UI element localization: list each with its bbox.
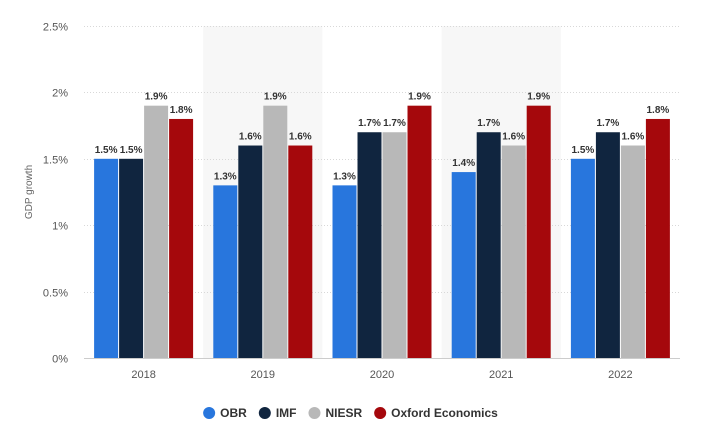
x-tick-label: 2022 [608,369,632,381]
x-tick-label: 2018 [131,369,155,381]
legend-marker-icon [374,407,387,419]
data-label: 1.9% [145,92,168,103]
data-label: 1.6% [289,132,312,143]
data-label: 1.3% [333,171,356,182]
x-tick-label: 2020 [370,369,394,381]
value-labels: 1.5% 1.5%1.9%1.8%1.3%1.6%1.9%1.6%1.3%1.7%… [95,92,670,183]
data-label: 1.7% [597,118,620,129]
legend-item-niesr[interactable]: NIESR [308,406,362,420]
data-label: 1.6% [239,132,262,143]
bar-niesr-2018[interactable] [144,105,169,359]
bar-obr-2021[interactable] [451,172,476,358]
data-label: 1.5% [95,145,118,156]
legend-marker-icon [203,407,216,419]
bar-obr-2022[interactable] [570,158,595,358]
x-tick-label: 2019 [251,369,275,381]
data-label: 1.3% [214,171,237,182]
y-tick-label: 2% [52,88,68,100]
data-label: 1.5% [120,145,143,156]
data-label: 1.8% [170,105,193,116]
bar-niesr-2021[interactable] [501,145,526,358]
y-axis-tick-labels: 0% 0.5% 1% 1.5% 2% 2.5% [43,22,68,366]
data-label: 1.9% [264,92,287,103]
bar-imf-2022[interactable] [595,132,620,358]
bar-oxford-economics-2020[interactable] [407,105,432,359]
data-label: 1.7% [383,118,406,129]
bar-oxford-economics-2022[interactable] [645,118,670,359]
legend-marker-icon [258,407,271,419]
bar-obr-2020[interactable] [332,185,357,358]
x-tick-label: 2021 [489,369,513,381]
data-label: 1.6% [622,132,645,143]
y-tick-label: 0.5% [43,288,68,300]
legend-label: NIESR [325,406,362,420]
y-tick-label: 1.5% [43,155,68,167]
bar-niesr-2020[interactable] [382,132,407,358]
y-axis-title: GDP growth [24,165,35,219]
bar-imf-2020[interactable] [357,132,382,358]
data-label: 1.5% [572,145,595,156]
bars [94,105,670,359]
bar-obr-2018[interactable] [94,158,119,358]
bar-niesr-2022[interactable] [620,145,645,358]
legend-item-imf[interactable]: IMF [258,406,297,420]
legend-label: Oxford Economics [391,406,498,420]
data-label: 1.9% [527,92,550,103]
bar-oxford-economics-2018[interactable] [169,118,194,359]
data-label: 1.7% [358,118,381,129]
bar-oxford-economics-2019[interactable] [288,145,313,358]
data-label: 1.4% [452,158,475,169]
y-tick-label: 0% [52,354,68,366]
x-axis-tick-labels: 2018 2019 2020 2021 2022 [131,369,632,381]
data-label: 1.7% [477,118,500,129]
data-label: 1.6% [502,132,525,143]
legend-item-obr[interactable]: OBR [203,406,247,420]
data-label: 1.8% [647,105,670,116]
legend-label: OBR [220,406,247,420]
legend-marker-icon [308,407,321,419]
data-label: 1.9% [408,92,431,103]
bar-obr-2019[interactable] [213,185,238,358]
legend: OBR IMF NIESR Oxford Economics [203,406,498,420]
y-tick-label: 1% [52,221,68,233]
bar-imf-2019[interactable] [238,145,263,358]
y-tick-label: 2.5% [43,22,68,34]
legend-label: IMF [276,406,297,420]
bar-imf-2021[interactable] [476,132,501,358]
bar-oxford-economics-2021[interactable] [526,105,551,359]
legend-item-oxford-economics[interactable]: Oxford Economics [374,406,498,420]
bar-imf-2018[interactable] [119,158,144,358]
bar-niesr-2019[interactable] [263,105,288,359]
